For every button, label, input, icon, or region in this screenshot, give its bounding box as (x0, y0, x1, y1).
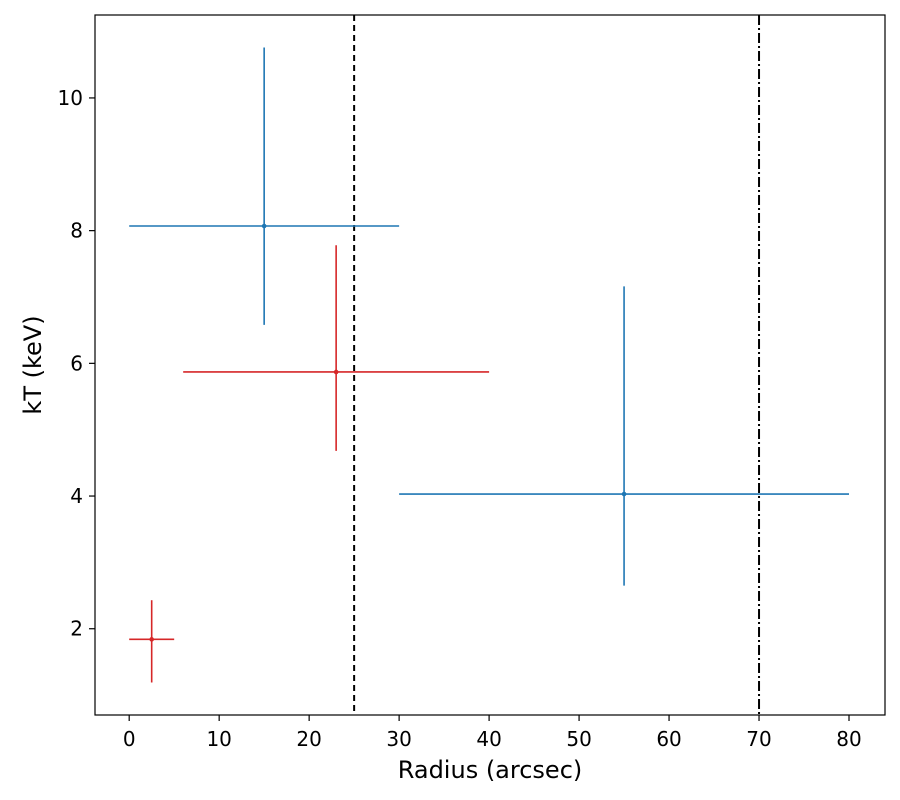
x-tick-label: 0 (123, 727, 136, 751)
x-axis-label: Radius (arcsec) (398, 756, 583, 784)
x-axis-ticks: 0 10 20 30 40 50 60 70 80 (123, 715, 862, 751)
y-tick-label: 6 (70, 351, 83, 375)
y-tick-label: 2 (70, 617, 83, 641)
data-point (261, 223, 267, 229)
y-tick-label: 4 (70, 484, 83, 508)
x-tick-label: 20 (296, 727, 321, 751)
data-point (149, 637, 154, 642)
x-tick-label: 70 (746, 727, 771, 751)
reference-lines (353, 15, 761, 715)
series-2 (129, 245, 490, 683)
y-tick-label: 10 (58, 86, 83, 110)
y-tick-label: 8 (70, 219, 83, 243)
data-point (333, 369, 339, 375)
x-tick-label: 60 (656, 727, 681, 751)
x-tick-label: 50 (566, 727, 591, 751)
data-point (621, 491, 627, 497)
y-axis-label: kT (keV) (19, 315, 47, 414)
plot-area-frame (94, 14, 886, 716)
data-series (129, 47, 850, 683)
series-1 (129, 47, 850, 586)
y-axis-ticks: 2 4 6 8 10 (58, 86, 95, 641)
x-tick-label: 30 (386, 727, 411, 751)
x-tick-label: 10 (206, 727, 231, 751)
x-tick-label: 80 (836, 727, 861, 751)
x-tick-label: 40 (476, 727, 501, 751)
